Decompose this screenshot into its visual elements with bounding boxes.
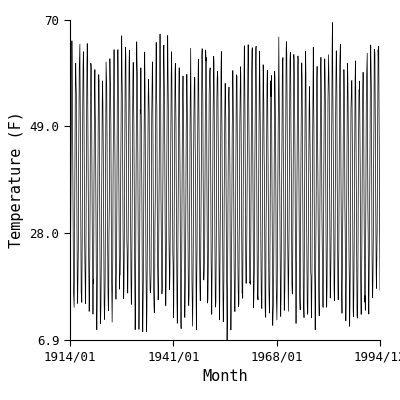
X-axis label: Month: Month [202,369,248,384]
Y-axis label: Temperature (F): Temperature (F) [9,112,24,248]
